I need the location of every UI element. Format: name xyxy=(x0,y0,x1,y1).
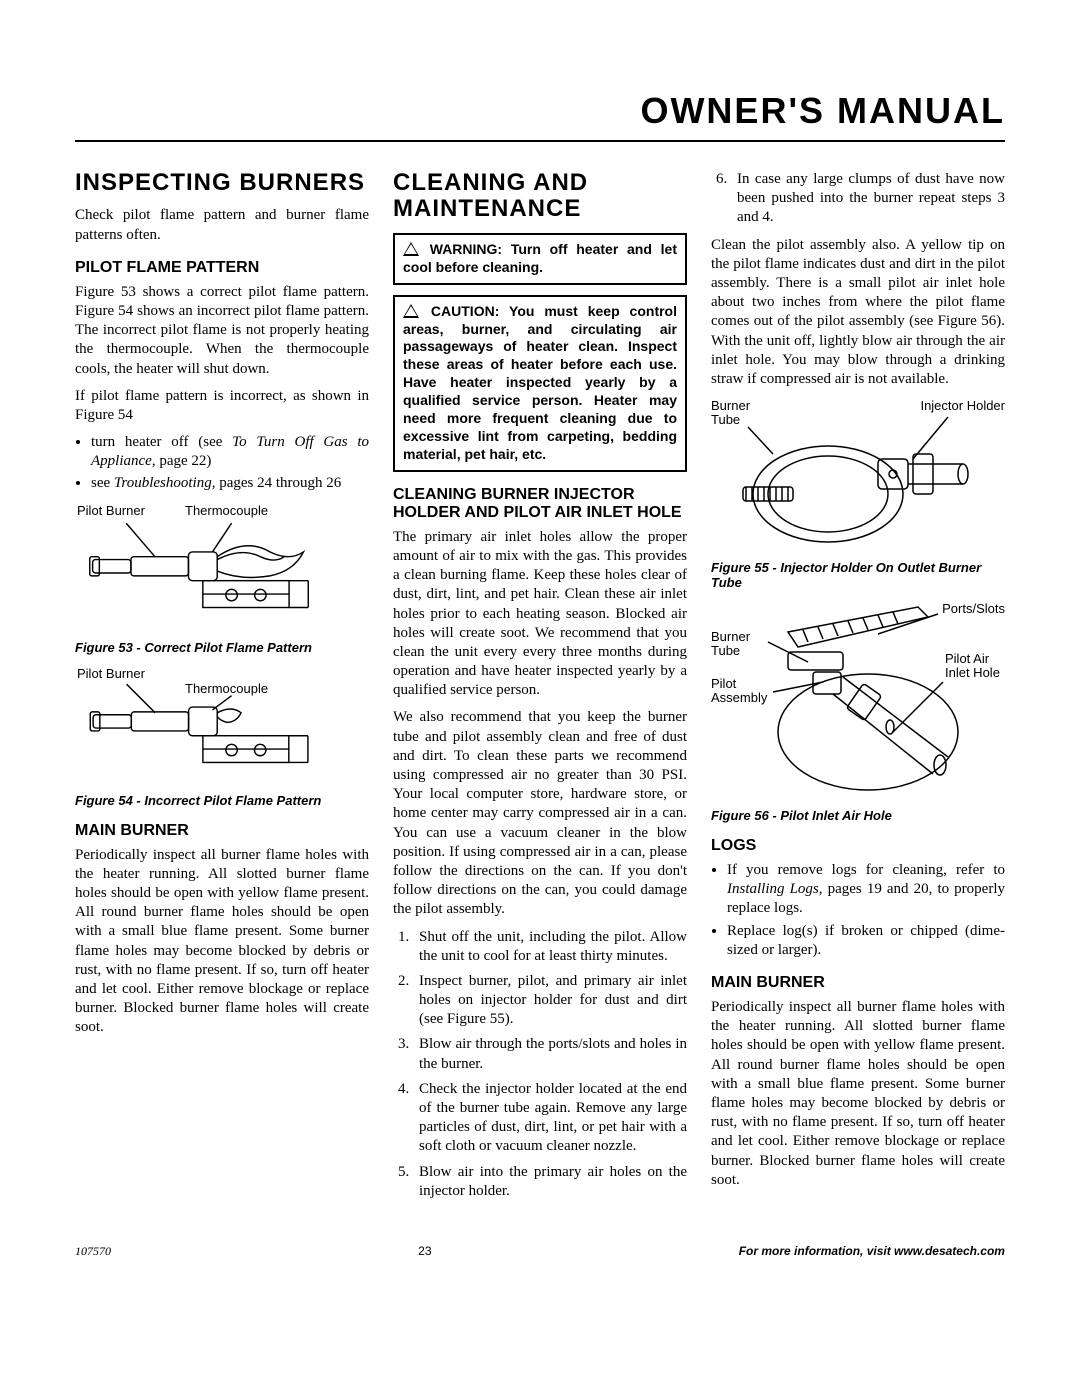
caution-callout: CAUTION: You must keep control areas, bu… xyxy=(393,295,687,472)
footer-docnum: 107570 xyxy=(75,1244,111,1259)
fig53-caption: Figure 53 - Correct Pilot Flame Pattern xyxy=(75,640,369,655)
cleaning-step-5: Blow air into the primary air holes on t… xyxy=(413,1163,687,1201)
figure-55: Burner Tube Injector Holder xyxy=(711,399,1005,590)
logs-item-2: Replace log(s) if broken or chipped (dim… xyxy=(727,922,1005,960)
column-3: In case any large clumps of dust have no… xyxy=(711,170,1005,1209)
caution-text: CAUTION: You must keep control areas, bu… xyxy=(403,303,677,462)
logs-heading: LOGS xyxy=(711,837,1005,855)
fig55-caption: Figure 55 - Injector Holder On Outlet Bu… xyxy=(711,560,1005,590)
cleaning-step-1: Shut off the unit, including the pilot. … xyxy=(413,928,687,966)
fig55-label-burner-tube: Burner Tube xyxy=(711,399,766,428)
footer-page-number: 23 xyxy=(418,1244,431,1259)
pilot-assembly-paragraph: Clean the pilot assembly also. A yellow … xyxy=(711,236,1005,390)
cleaning-steps-list: Shut off the unit, including the pilot. … xyxy=(413,928,687,1201)
page-footer: 107570 23 For more information, visit ww… xyxy=(75,1244,1005,1259)
pfp-list-item-1: turn heater off (see To Turn Off Gas to … xyxy=(91,433,369,471)
pfp-list-item-2: see Troubleshooting, pages 24 through 26 xyxy=(91,474,369,493)
pfp-paragraph-2: If pilot flame pattern is incorrect, as … xyxy=(75,387,369,425)
fig56-label-pilot-air: Pilot Air Inlet Hole xyxy=(945,652,1005,681)
fig56-label-burner-tube: Burner Tube xyxy=(711,630,766,659)
main-burner-paragraph-2: Periodically inspect all burner flame ho… xyxy=(711,998,1005,1190)
cleaning-steps-list-cont: In case any large clumps of dust have no… xyxy=(731,170,1005,228)
cleaning-maintenance-heading: CLEANING AND MAINTENANCE xyxy=(393,170,687,223)
inspecting-intro: Check pilot flame pattern and burner fla… xyxy=(75,206,369,244)
warning-text: WARNING: Turn off heater and let cool be… xyxy=(403,241,677,275)
inspecting-burners-heading: INSPECTING BURNERS xyxy=(75,170,369,196)
footer-url: For more information, visit www.desatech… xyxy=(739,1244,1005,1259)
content-columns: INSPECTING BURNERS Check pilot flame pat… xyxy=(75,170,1005,1209)
column-2: CLEANING AND MAINTENANCE WARNING: Turn o… xyxy=(393,170,687,1209)
caution-icon xyxy=(403,304,419,318)
fig56-caption: Figure 56 - Pilot Inlet Air Hole xyxy=(711,808,1005,823)
fig53-label-pilot-burner: Pilot Burner xyxy=(77,504,145,518)
warning-icon xyxy=(403,242,419,256)
fig53-label-thermocouple: Thermocouple xyxy=(185,504,268,518)
cleaning-step-6: In case any large clumps of dust have no… xyxy=(731,170,1005,228)
page-header-title: OWNER'S MANUAL xyxy=(75,90,1005,142)
warning-callout: WARNING: Turn off heater and let cool be… xyxy=(393,233,687,285)
cleaning-step-4: Check the injector holder located at the… xyxy=(413,1080,687,1157)
column-1: INSPECTING BURNERS Check pilot flame pat… xyxy=(75,170,369,1209)
fig56-label-ports: Ports/Slots xyxy=(942,602,1005,616)
pfp-paragraph-1: Figure 53 shows a correct pilot flame pa… xyxy=(75,283,369,379)
fig54-caption: Figure 54 - Incorrect Pilot Flame Patter… xyxy=(75,793,369,808)
main-burner-heading-1: MAIN BURNER xyxy=(75,822,369,840)
cleaning-burner-p2: We also recommend that you keep the burn… xyxy=(393,708,687,919)
main-burner-paragraph-1: Periodically inspect all burner flame ho… xyxy=(75,846,369,1038)
figure-56: Ports/Slots Burner Tube Pilot Assembly P… xyxy=(711,602,1005,823)
pilot-flame-pattern-heading: PILOT FLAME PATTERN xyxy=(75,259,369,277)
main-burner-heading-2: MAIN BURNER xyxy=(711,974,1005,992)
cleaning-step-3: Blow air through the ports/slots and hol… xyxy=(413,1035,687,1073)
cleaning-burner-p1: The primary air inlet holes allow the pr… xyxy=(393,528,687,701)
fig53-illustration xyxy=(75,504,369,619)
logs-item-1: If you remove logs for cleaning, refer t… xyxy=(727,861,1005,919)
fig55-label-injector: Injector Holder xyxy=(920,399,1005,413)
cleaning-step-2: Inspect burner, pilot, and primary air i… xyxy=(413,972,687,1030)
cleaning-burner-heading: CLEANING BURNER INJECTOR HOLDER AND PILO… xyxy=(393,486,687,522)
fig56-label-pilot-assembly: Pilot Assembly xyxy=(711,677,776,706)
figure-53: Pilot Burner Thermocouple xyxy=(75,504,369,655)
figure-54: Pilot Burner Thermocouple xyxy=(75,667,369,808)
fig54-label-thermocouple: Thermocouple xyxy=(185,682,268,696)
fig54-label-pilot-burner: Pilot Burner xyxy=(77,667,145,681)
